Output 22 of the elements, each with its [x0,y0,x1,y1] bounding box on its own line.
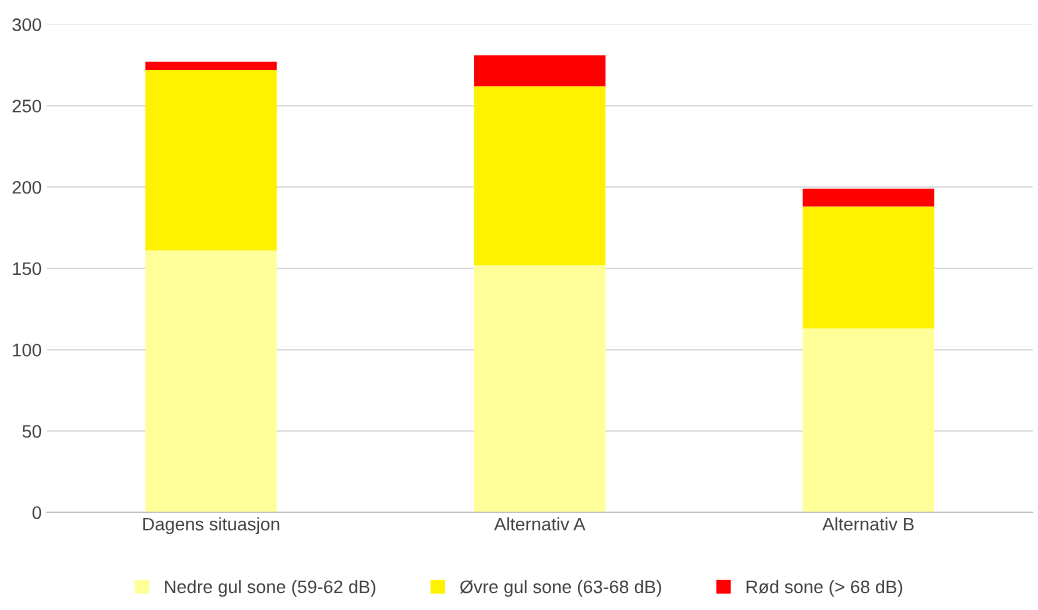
bar [145,69,277,251]
bar [474,86,606,266]
y-tick-label: 50 [22,425,42,438]
bar [145,250,277,513]
x-tick-label: Dagens situasjon [143,517,280,535]
bar [145,61,277,70]
x-tick-label: Alternativ B [822,517,914,531]
y-tick-label: 100 [13,343,42,357]
y-tick-label: 150 [13,262,42,276]
legend-label: Nedre gul sone (59-62 dB) [165,579,376,597]
y-tick-label: 200 [12,181,42,194]
y-tick-label: 250 [12,99,42,113]
bar [474,55,606,87]
x-tick-label: Alternativ A [494,517,586,531]
bar [802,328,935,513]
y-tick-label: 0 [32,506,42,520]
bar [802,188,935,207]
legend-label: Rød sone (> 68 dB) [746,579,903,597]
bar [474,265,606,513]
bar [802,206,935,329]
y-tick-label: 300 [12,18,42,32]
legend-label: Øvre gul sone (63-68 dB) [460,579,662,597]
